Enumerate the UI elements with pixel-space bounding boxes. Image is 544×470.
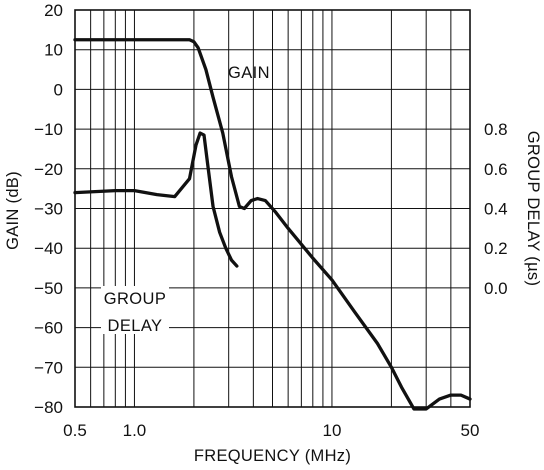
y-tick-label: −10: [34, 120, 63, 139]
gain-annotation: GAIN: [228, 64, 270, 82]
group-delay-line: [73, 131, 239, 268]
annotation-background: [101, 286, 169, 334]
y-tick-label: −40: [34, 239, 63, 258]
y-tick-label: 10: [44, 41, 63, 60]
group-delay-annotation-line2: DELAY: [108, 317, 163, 335]
x-tick-label: 0.5: [63, 421, 87, 440]
y2-tick-label: 0.2: [484, 239, 508, 258]
y-tick-label: −80: [34, 398, 63, 417]
x-tick-label: 1.0: [123, 421, 147, 440]
y-tick-label: 0: [54, 80, 63, 99]
x-tick-label: 50: [461, 421, 480, 440]
series-layer: [73, 38, 472, 411]
y-tick-label: −70: [34, 358, 63, 377]
y-tick-label: −60: [34, 319, 63, 338]
y2-tick-label: 0.0: [484, 279, 508, 298]
y2-axis-title: GROUP DELAY (µs): [524, 131, 542, 287]
y-tick-label: −20: [34, 160, 63, 179]
y-axis-title: GAIN (dB): [4, 171, 22, 250]
ticks-layer: 20 10 0 −10 −20 −30 −40 −50 −60 −70 −80 0.8 0.6 0.4 0.…: [34, 1, 507, 440]
y-tick-label: −30: [34, 200, 63, 219]
y-tick-label: −50: [34, 279, 63, 298]
gain-line: [73, 38, 472, 411]
y2-tick-label: 0.6: [484, 160, 508, 179]
y2-tick-label: 0.4: [484, 200, 508, 219]
x-axis-title: FREQUENCY (MHz): [194, 447, 351, 465]
y-tick-label: 20: [44, 1, 63, 20]
plot-frame: [74, 9, 471, 408]
y2-tick-label: 0.8: [484, 120, 508, 139]
group-delay-annotation-line1: GROUP: [104, 290, 167, 308]
x-tick-label: 10: [322, 421, 341, 440]
